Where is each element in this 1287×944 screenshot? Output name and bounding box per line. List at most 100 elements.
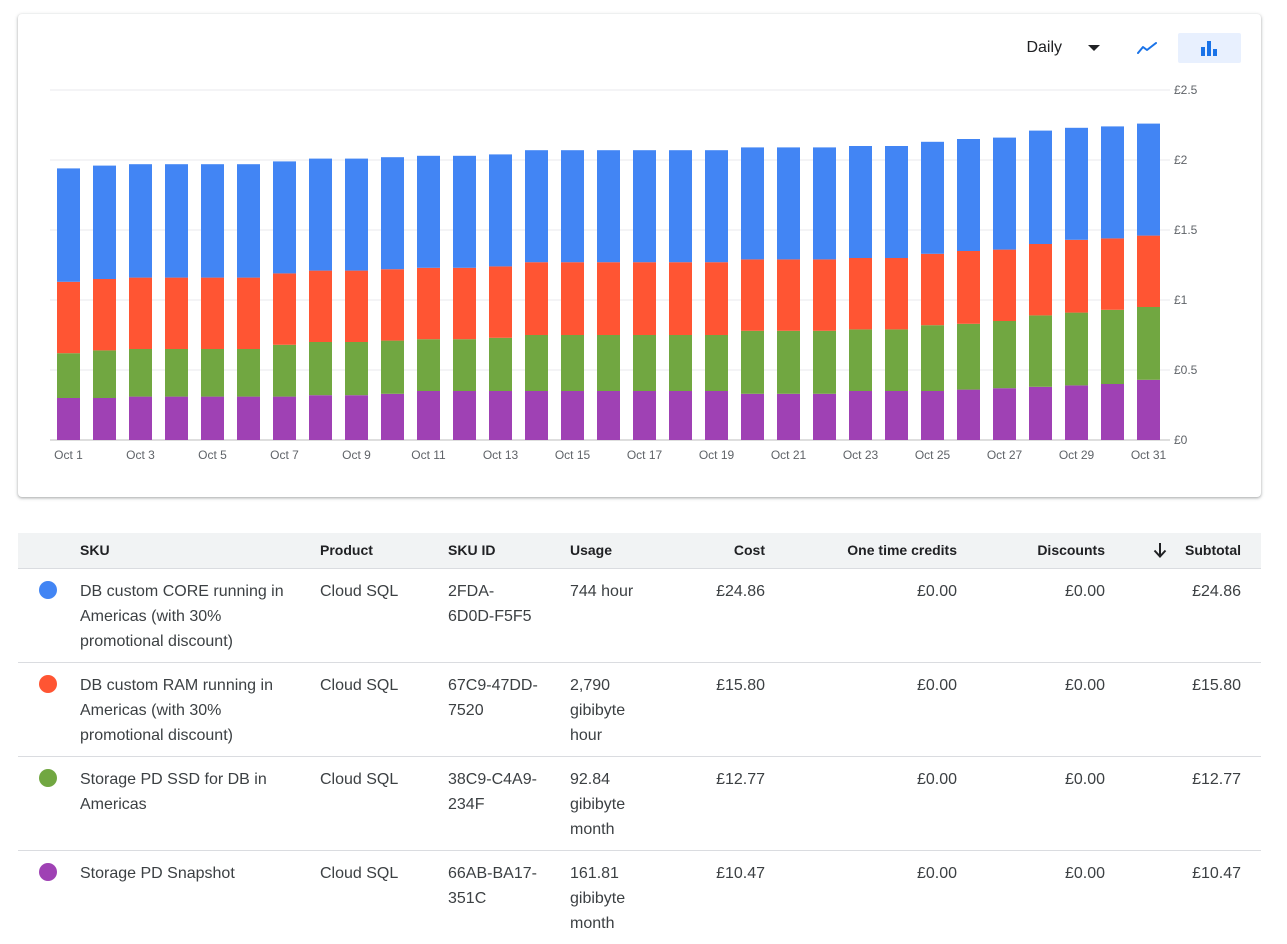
bar-segment-snapshot (525, 391, 548, 440)
bar-segment-ram (273, 273, 296, 345)
bar-segment-snapshot (921, 391, 944, 440)
bar-segment-snapshot (237, 396, 260, 440)
bar-segment-ssd (633, 335, 656, 391)
x-tick-label: Oct 19 (699, 448, 735, 462)
bar-segment-ssd (741, 330, 764, 394)
bar-segment-ssd (201, 349, 224, 397)
x-tick-label: Oct 21 (771, 448, 807, 462)
bar-segment-core (345, 158, 368, 271)
table-row[interactable]: Storage PD SSD for DB in Americas Cloud S… (18, 756, 1261, 851)
period-select-label: Daily (1026, 39, 1062, 56)
y-tick-label: £0.5 (1174, 363, 1198, 377)
cell-sku-id: 2FDA-6D0D-F5F5 (448, 568, 570, 663)
table-row[interactable]: DB custom RAM running in Americas (with … (18, 662, 1261, 757)
x-tick-label: Oct 27 (987, 448, 1023, 462)
bar-segment-ram (165, 277, 188, 349)
table-row[interactable]: DB custom CORE running in Americas (with… (18, 568, 1261, 663)
bar-segment-ssd (993, 321, 1016, 389)
bar-segment-snapshot (381, 393, 404, 440)
bar-segment-ram (489, 266, 512, 338)
bar-segment-ssd (345, 342, 368, 396)
cell-sku-id: 66AB-BA17-351C (448, 864, 537, 907)
bar-segment-ssd (957, 323, 980, 390)
bar-segment-ssd (273, 344, 296, 397)
x-tick-label: Oct 25 (915, 448, 951, 462)
bar-segment-core (57, 168, 80, 282)
sku-table: SKU Product SKU ID Usage Cost One time cr… (18, 533, 1261, 944)
bar-segment-ram (1065, 239, 1088, 313)
column-header-cost[interactable]: Cost (680, 533, 765, 569)
cell-sku-id: 67C9-47DD-7520 (448, 662, 570, 757)
bar-segment-snapshot (489, 391, 512, 440)
column-header-sku[interactable]: SKU (80, 533, 320, 569)
caret-down-icon (1088, 45, 1100, 51)
bar-segment-core (597, 150, 620, 263)
bar-segment-core (1137, 123, 1160, 236)
bar-chart-icon (1200, 41, 1217, 56)
bar-segment-ram (849, 258, 872, 330)
bar-segment-ssd (453, 339, 476, 391)
bar-segment-core (741, 147, 764, 260)
bar-segment-snapshot (561, 391, 584, 440)
cell-credits: £0.00 (916, 864, 957, 882)
cell-discounts: £0.00 (957, 662, 1105, 757)
x-tick-label: Oct 7 (270, 448, 299, 462)
bar-segment-snapshot (669, 391, 692, 440)
bar-segment-ram (957, 251, 980, 324)
bar-segment-snapshot (1137, 379, 1160, 440)
y-tick-label: £0 (1174, 433, 1188, 447)
bar-chart-button[interactable] (1178, 33, 1241, 63)
bar-segment-core (1029, 130, 1052, 244)
table-row[interactable]: Storage PD Snapshot Cloud SQL 66AB-BA17-35… (18, 850, 1261, 944)
bar-segment-ssd (129, 349, 152, 397)
stacked-bar-chart: £0 £0.5 £1 £1.5 £2 £2.5 Oct 1 Oct 3 Oct 5 Oct 7 Oc… (50, 83, 1198, 462)
period-select[interactable]: Daily (1022, 33, 1104, 63)
column-header-usage[interactable]: Usage (570, 533, 680, 569)
x-tick-label: Oct 13 (483, 448, 519, 462)
bar-segment-core (1101, 126, 1124, 239)
bar-segment-ram (669, 262, 692, 335)
bar-segment-core (453, 155, 476, 268)
column-header-credits[interactable]: One time credits (765, 533, 957, 569)
cell-sku: DB custom RAM running in Americas (with … (80, 662, 320, 757)
bar-segment-core (129, 164, 152, 278)
column-header-sku-id[interactable]: SKU ID (448, 533, 570, 569)
bar-segment-ram (1101, 238, 1124, 310)
bar-segment-core (705, 150, 728, 263)
line-chart-button[interactable] (1122, 33, 1172, 63)
bar-segment-ram (1137, 235, 1160, 307)
cell-discounts: £0.00 (1064, 864, 1105, 882)
cell-sku: DB custom CORE running in Americas (with… (80, 568, 320, 663)
bar-segment-ram (921, 253, 944, 326)
cell-usage: 92.84 gibibyte month (570, 756, 680, 851)
y-tick-label: £2 (1174, 153, 1188, 167)
x-tick-label: Oct 15 (555, 448, 591, 462)
bar-segment-ram (525, 262, 548, 335)
bar-segment-core (1065, 127, 1088, 240)
series-color-dot (39, 768, 57, 787)
bar-segment-ssd (1029, 315, 1052, 387)
line-chart-icon (1137, 42, 1157, 54)
x-tick-label: Oct 23 (843, 448, 879, 462)
bar-segment-ssd (237, 349, 260, 397)
bar-segment-core (921, 141, 944, 254)
column-header-discounts[interactable]: Discounts (957, 533, 1105, 569)
cell-credits: £0.00 (765, 756, 957, 851)
bar-segment-core (669, 150, 692, 263)
cell-discounts: £0.00 (957, 568, 1105, 663)
bar-segment-snapshot (57, 398, 80, 440)
bar-segment-ram (381, 269, 404, 341)
cell-product: Cloud SQL (320, 756, 448, 851)
bar-segment-core (309, 158, 332, 271)
bar-segment-snapshot (993, 388, 1016, 440)
bar-segment-ram (885, 258, 908, 330)
x-tick-label: Oct 17 (627, 448, 663, 462)
bar-segment-ram (1029, 244, 1052, 316)
column-header-product[interactable]: Product (320, 533, 448, 569)
bar-segment-snapshot (597, 391, 620, 440)
cell-subtotal: £12.77 (1105, 756, 1261, 851)
bar-segment-ssd (669, 335, 692, 391)
column-header-subtotal-label: Subtotal (1185, 541, 1241, 558)
bar-segment-ssd (1065, 312, 1088, 386)
column-header-subtotal[interactable]: Subtotal (1105, 533, 1261, 569)
